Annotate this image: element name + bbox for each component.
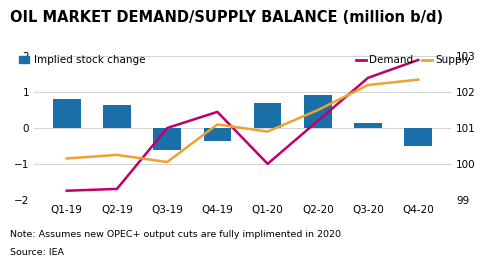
- Bar: [353, 123, 381, 128]
- Bar: [253, 103, 281, 128]
- Bar: [153, 128, 181, 150]
- Bar: [303, 95, 331, 128]
- Bar: [103, 105, 131, 128]
- Text: OIL MARKET DEMAND/SUPPLY BALANCE (million b/d): OIL MARKET DEMAND/SUPPLY BALANCE (millio…: [10, 10, 442, 25]
- Bar: [203, 128, 231, 141]
- Text: Source: IEA: Source: IEA: [10, 248, 63, 256]
- Text: Note: Assumes new OPEC+ output cuts are fully implimented in 2020: Note: Assumes new OPEC+ output cuts are …: [10, 230, 340, 239]
- Bar: [404, 128, 431, 146]
- Legend: Implied stock change: Implied stock change: [15, 51, 149, 70]
- Legend: Demand, Supply: Demand, Supply: [351, 51, 474, 70]
- Bar: [53, 99, 80, 128]
